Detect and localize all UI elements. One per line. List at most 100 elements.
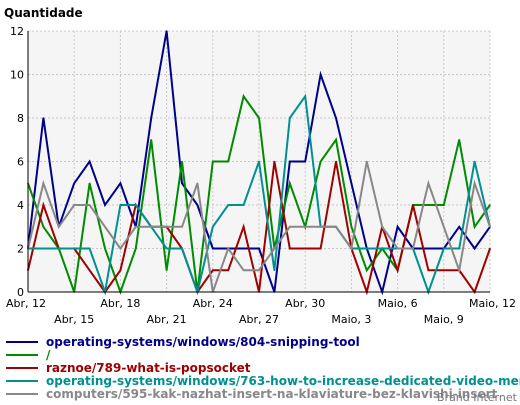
data-point [489,225,491,228]
data-point [165,30,168,32]
data-point [227,247,229,250]
data-point [319,225,322,228]
y-tick-label: 6 [17,156,24,169]
data-point [473,225,476,228]
data-point [304,95,307,98]
data-point [489,247,491,250]
y-tick-label: 12 [10,25,24,38]
data-point [458,138,461,141]
data-point [473,247,476,250]
data-point [88,247,91,250]
data-point [242,204,245,206]
data-point [443,204,445,206]
y-axis-title: Quantidade [4,6,83,20]
data-point [181,182,183,185]
data-point [381,247,384,250]
x-tick-label: Abr, 30 [285,297,325,310]
data-point [88,204,91,206]
data-point [42,117,45,119]
data-point [289,247,291,250]
data-point [366,269,368,272]
data-point [212,269,214,272]
axes [27,31,490,293]
y-tick-label: 8 [17,112,24,125]
data-point [181,160,183,163]
data-point [396,269,399,272]
legend: operating-systems/windows/804-snipping-t… [6,335,520,401]
data-point [258,247,260,250]
data-point [73,182,75,185]
data-point [104,204,106,206]
data-point [443,269,445,272]
data-point [212,225,214,228]
data-point [350,225,353,228]
data-point [304,225,307,228]
data-point [135,225,137,228]
data-point [119,269,122,272]
x-tick-label: Abr, 12 [6,297,46,310]
data-point [427,247,430,250]
data-point [181,225,183,228]
x-tick-label: Abr, 24 [193,297,233,310]
x-tick-label: Abr, 27 [239,313,279,326]
data-point [473,160,476,163]
data-point [289,117,291,119]
data-point [273,269,276,272]
tick-labels: 0 2 4 6 8 10 12 Abr, 12 Abr, 15 Abr, 18 Abr, 21 Abr… [6,25,516,326]
data-point [135,204,137,206]
data-point [227,269,229,272]
data-point [242,269,245,272]
y-tick-label: 0 [17,286,24,299]
data-point [242,247,245,250]
data-point [73,204,75,206]
data-point [335,117,337,119]
data-point [42,247,45,250]
data-point [458,269,461,272]
data-point [150,225,152,228]
data-point [135,247,137,250]
data-point [88,160,91,163]
data-point [335,138,337,141]
data-point [258,160,260,163]
legend-label: operating-systems/windows/804-snipping-t… [46,335,360,349]
data-point [289,182,291,185]
data-point [366,247,368,250]
data-point [165,247,168,250]
data-point [319,73,322,76]
data-point [350,182,353,185]
y-tick-label: 10 [10,69,24,82]
data-point [443,247,445,250]
data-point [366,160,368,163]
x-tick-label: Maio, 9 [424,313,464,326]
data-point [165,225,168,228]
data-point [242,95,245,98]
data-point [104,225,106,228]
data-point [427,182,430,185]
data-point [458,247,461,250]
data-point [319,160,322,163]
data-point [427,269,430,272]
data-point [165,269,168,272]
y-tick-label: 2 [17,243,24,256]
data-point [42,204,45,206]
data-point [412,247,414,250]
data-point [304,247,307,250]
data-point [58,225,60,228]
data-point [258,117,260,119]
legend-label: operating-systems/windows/763-how-to-inc… [46,374,520,388]
x-tick-label: Abr, 15 [54,313,94,326]
data-point [104,247,106,250]
data-point [196,204,199,206]
data-point [350,247,353,250]
data-point [88,182,91,185]
y-tick-label: 4 [17,199,24,212]
data-point [396,247,399,250]
data-point [242,225,245,228]
legend-label: computers/595-kak-nazhat-insert-na-klavi… [46,387,498,401]
data-point [58,247,60,250]
data-point [42,225,45,228]
data-point [273,160,276,163]
x-tick-label: Maio, 12 [469,297,516,310]
